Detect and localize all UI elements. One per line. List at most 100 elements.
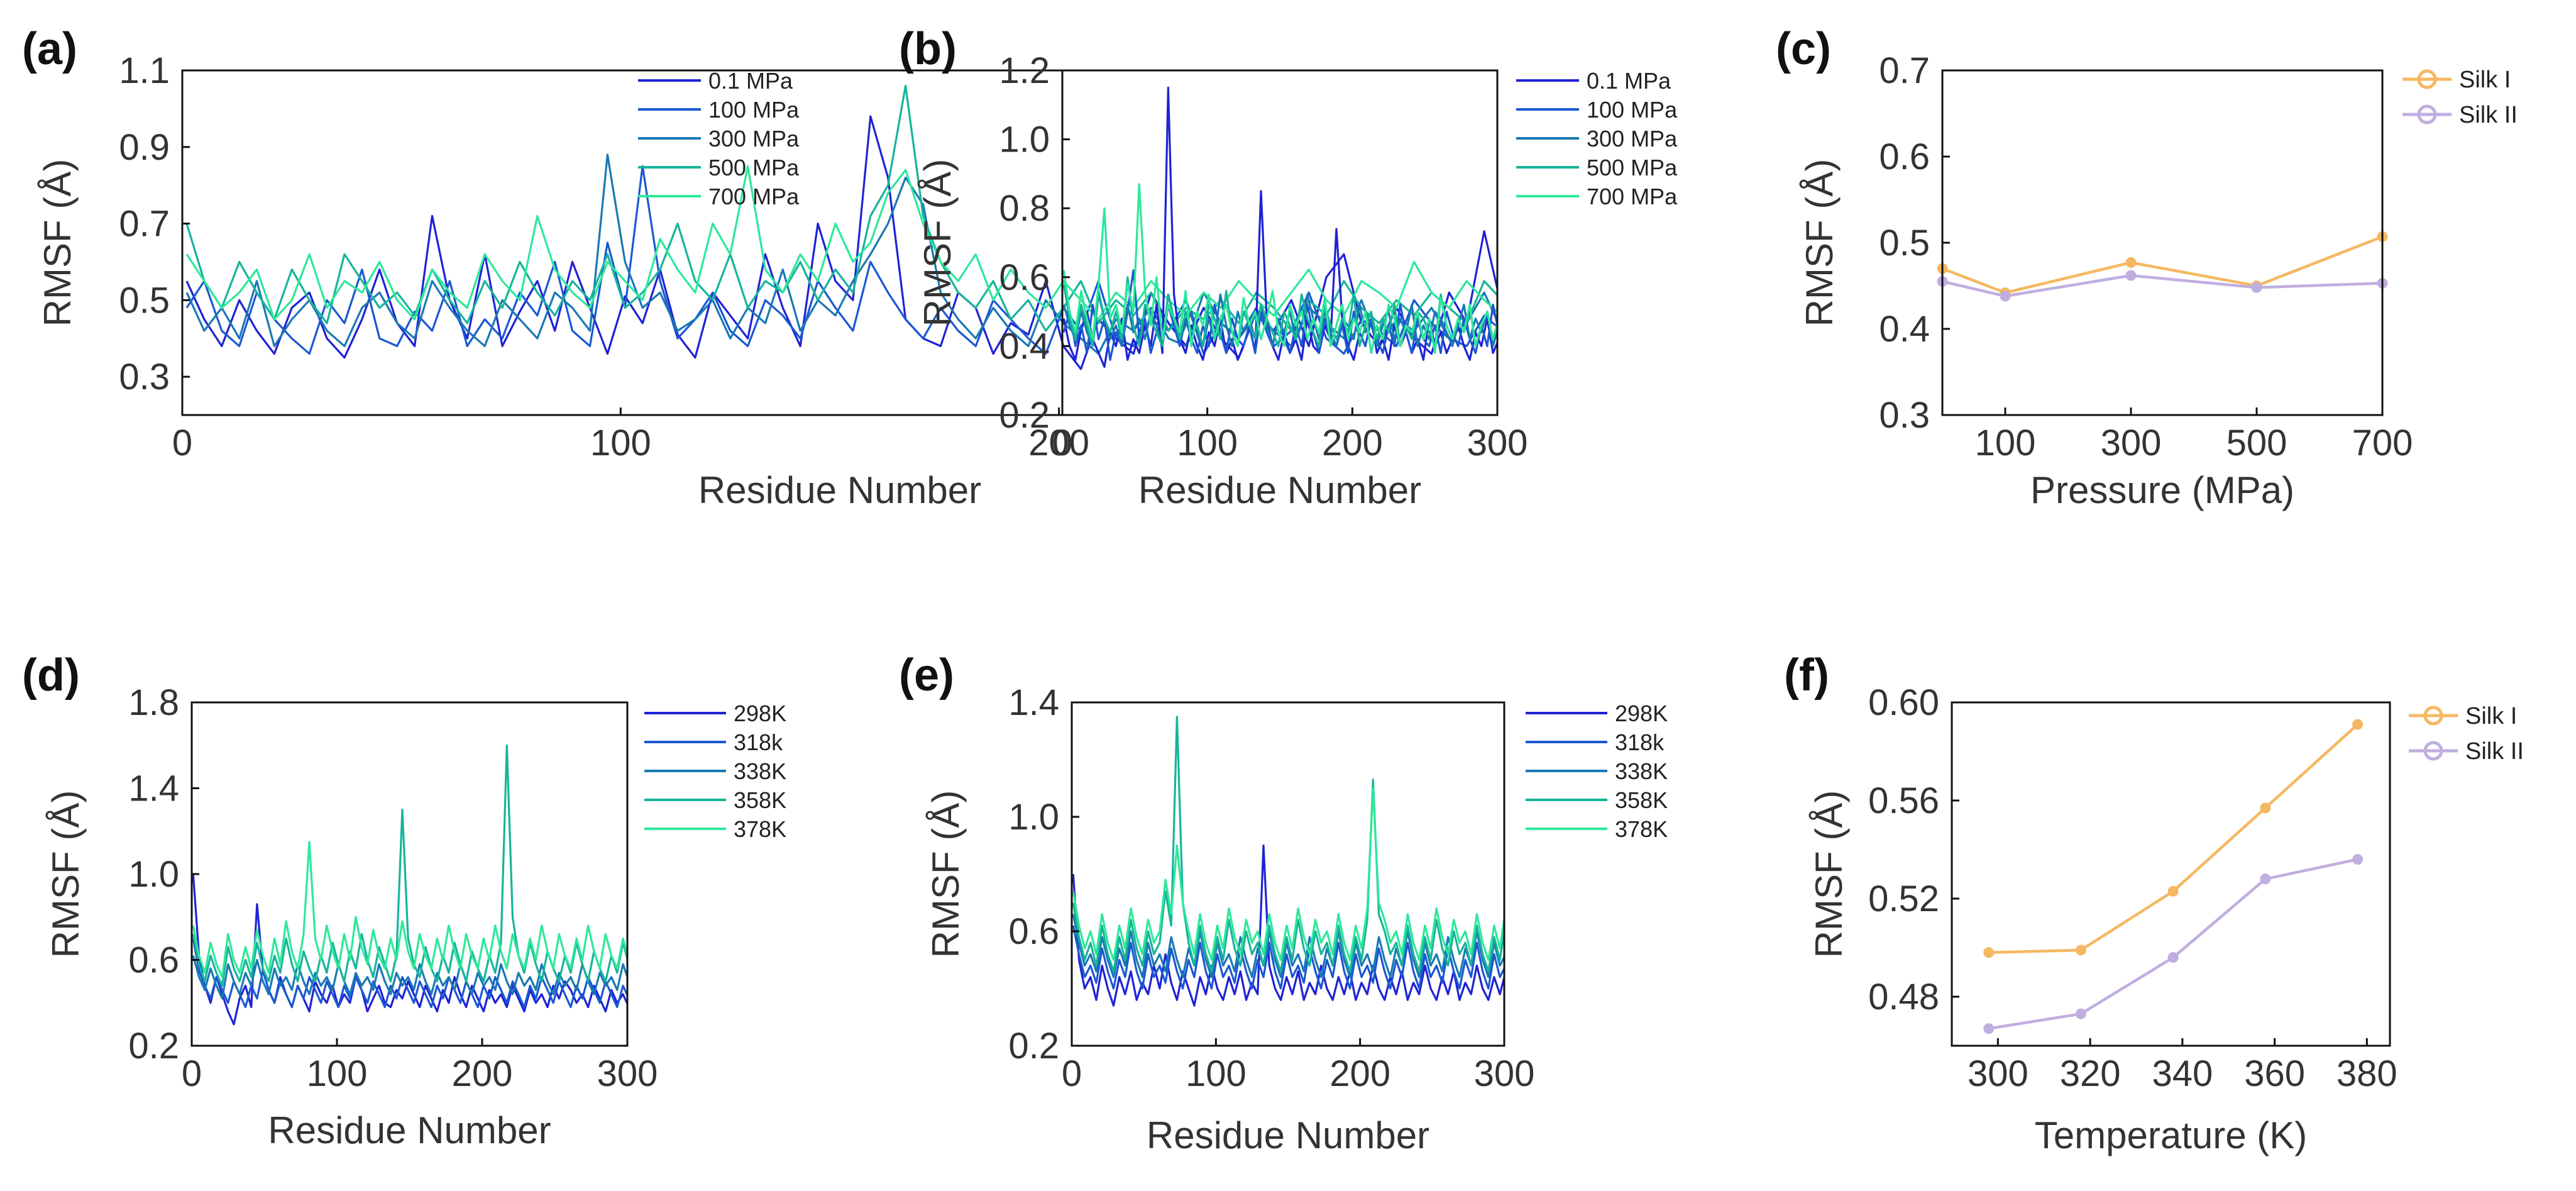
panel-b-x-tick-label-2: 200 xyxy=(1322,423,1383,463)
panel-a-legend: 0.1 MPa 100 MPa 300 MPa 500 MPa 700 MPa xyxy=(638,68,800,209)
panel-c-x-axis-label: Pressure (MPa) xyxy=(2030,469,2294,511)
panel-b-legend-label-3: 500 MPa xyxy=(1587,155,1678,180)
panel-f-x-tick-label-2: 340 xyxy=(2152,1053,2213,1094)
panel-d-x-tick-label-0: 0 xyxy=(182,1053,202,1094)
panel-b-legend-label-4: 700 MPa xyxy=(1587,184,1678,209)
panel-f-legend: Silk I Silk II xyxy=(2409,703,2524,765)
panel-e-legend-label-0: 298K xyxy=(1615,701,1668,726)
panel-d-legend: 298K 318k 338K 358K 378K xyxy=(644,701,786,842)
panel-a-series-line-3 xyxy=(185,84,1497,332)
panel-c-legend-marker-0 xyxy=(2417,69,2437,89)
panel-c-group: (c) 100 300 500 700 0.3 0.4 0.5 0.6 0.7 Pressure (… xyxy=(1776,24,2518,511)
panel-f-legend-marker-0 xyxy=(2423,706,2443,726)
panel-b-legend-label-2: 300 MPa xyxy=(1587,126,1678,152)
panel-c-legend-label-0: Silk I xyxy=(2459,67,2511,93)
panel-b-legend-label-1: 100 MPa xyxy=(1587,97,1678,123)
panel-f-y-tick-label-0: 0.48 xyxy=(1868,977,1939,1017)
panel-e-legend-label-1: 318k xyxy=(1615,729,1665,755)
panel-f-legend-label-0: Silk I xyxy=(2465,703,2517,729)
panel-f-y-tick-label-3: 0.60 xyxy=(1868,682,1939,723)
panel-c-x-tick-label-0: 100 xyxy=(1975,423,2036,463)
panel-a-frame xyxy=(181,69,1499,416)
panel-b-series-line-2 xyxy=(1062,293,1497,348)
panel-e-series-line-0 xyxy=(1072,844,1504,1007)
panel-a-legend-label-2: 300 MPa xyxy=(708,126,800,152)
panel-b-x-tick-label-0: 0 xyxy=(1052,423,1072,463)
panel-d-series-group xyxy=(192,744,627,1026)
panel-f-x-tick-label-4: 380 xyxy=(2337,1053,2397,1094)
panel-c-series-group xyxy=(1942,235,2382,298)
panel-d-y-tick-label-4: 1.8 xyxy=(128,682,179,723)
panel-a-y-tick-label-3: 0.9 xyxy=(119,127,170,168)
panel-a-legend-label-0: 0.1 MPa xyxy=(708,68,793,94)
panel-b-y-tick-label-5: 1.2 xyxy=(999,50,1050,91)
panel-c-series-1-point-1 xyxy=(2000,291,2011,302)
panel-a-x-tick-label-2: 200 xyxy=(1028,423,1089,463)
panel-c-series-0-point-2 xyxy=(2125,257,2137,269)
panel-f-legend-marker-1 xyxy=(2423,741,2443,761)
panel-c-y-tick-label-4: 0.7 xyxy=(1879,50,1930,91)
panel-f-series-group xyxy=(1988,723,2359,1030)
panel-d-x-tick-label-3: 300 xyxy=(597,1053,658,1094)
panel-b-y-tick-label-4: 1.0 xyxy=(999,119,1050,160)
panel-b-y-tick-label-3: 0.8 xyxy=(999,188,1050,229)
panel-d-y-tick-label-0: 0.2 xyxy=(128,1026,179,1066)
panel-d-legend-label-3: 358K xyxy=(734,787,786,813)
panel-c-x-tick-label-1: 300 xyxy=(2101,423,2162,463)
panel-b-x-tick-label-3: 300 xyxy=(1467,423,1528,463)
panel-a-series-group xyxy=(185,84,1497,370)
panel-d-y-tick-label-2: 1.0 xyxy=(128,854,179,895)
panel-d-series-line-4 xyxy=(192,841,627,978)
panel-f-series-1-point-1 xyxy=(2075,1008,2086,1019)
panel-a-series-line-2 xyxy=(185,153,1497,355)
panel-d-legend-label-2: 338K xyxy=(734,758,786,784)
panel-b-y-axis-label: RMSF (Å) xyxy=(916,159,959,327)
panel-e-y-tick-label-0: 0.2 xyxy=(1008,1026,1059,1066)
panel-f-legend-label-1: Silk II xyxy=(2465,738,2524,765)
panel-c-y-tick-label-0: 0.3 xyxy=(1879,395,1930,436)
panel-b-y-tick-label-2: 0.6 xyxy=(999,257,1050,298)
panel-c-series-1-point-3 xyxy=(2251,282,2262,293)
panel-c-label: (c) xyxy=(1776,24,1831,74)
panel-e-x-tick-label-1: 100 xyxy=(1186,1053,1247,1094)
panel-c-frame xyxy=(1941,69,2384,416)
panel-a-x-tick-label-3: 300 xyxy=(1467,423,1528,463)
panel-e-y-tick-label-1: 0.6 xyxy=(1008,911,1059,952)
panel-c-y-axis-label: RMSF (Å) xyxy=(1798,159,1841,327)
panel-f-y-tick-label-2: 0.56 xyxy=(1868,780,1939,821)
panel-c-x-tick-label-3: 700 xyxy=(2352,423,2413,463)
panel-a-legend-label-1: 100 MPa xyxy=(708,97,800,123)
panel-d-y-tick-label-1: 0.6 xyxy=(128,940,179,981)
panel-f-group: (f) 300 320 340 360 380 0.48 0.52 0.56 0.60 Temper… xyxy=(1784,650,2524,1156)
panel-f-x-tick-label-0: 300 xyxy=(1968,1053,2028,1094)
panel-f-label: (f) xyxy=(1784,650,1829,701)
panel-d-legend-label-4: 378K xyxy=(734,816,786,842)
panel-a-y-tick-label-0: 0.3 xyxy=(119,357,170,397)
panel-d-group: (d) 0 100 200 300 0.2 0.6 1.0 1.4 1.8 Residue Numb… xyxy=(22,650,786,1151)
panel-a-series-line-0 xyxy=(185,115,1497,370)
panel-c-y-tick-label-2: 0.5 xyxy=(1879,223,1930,263)
panel-c-y-tick-label-1: 0.4 xyxy=(1879,309,1930,350)
panel-f-y-tick-label-1: 0.52 xyxy=(1868,878,1939,919)
panel-f-y-axis-label: RMSF (Å) xyxy=(1808,790,1850,958)
panel-a-series-line-4 xyxy=(185,165,1497,321)
panel-a-y-axis-label: RMSF (Å) xyxy=(36,159,79,327)
panel-f-series-line-1 xyxy=(1988,858,2359,1030)
panel-b-y-tick-label-1: 0.4 xyxy=(999,326,1050,367)
panel-a-legend-label-4: 700 MPa xyxy=(708,184,800,209)
panel-c-x-tick-label-2: 500 xyxy=(2226,423,2287,463)
panel-e-label: (e) xyxy=(899,650,954,701)
panel-c-legend: Silk I Silk II xyxy=(2403,67,2518,128)
panel-a-x-axis-label: Residue Number xyxy=(698,469,981,511)
panel-a-x-tick-label-0: 0 xyxy=(172,423,192,463)
panel-e-series-line-1 xyxy=(1072,925,1504,990)
panel-d-legend-label-1: 318k xyxy=(734,729,783,755)
panel-f-series-0-point-3 xyxy=(2260,802,2271,814)
panel-e-frame xyxy=(1071,701,1505,1047)
panel-e-series-group xyxy=(1072,716,1504,1007)
panel-f-x-tick-label-1: 320 xyxy=(2060,1053,2121,1094)
panel-e-x-axis-label: Residue Number xyxy=(1147,1114,1429,1156)
panel-e-legend-label-4: 378K xyxy=(1615,816,1668,842)
panel-e-y-tick-label-2: 1.0 xyxy=(1008,797,1059,838)
